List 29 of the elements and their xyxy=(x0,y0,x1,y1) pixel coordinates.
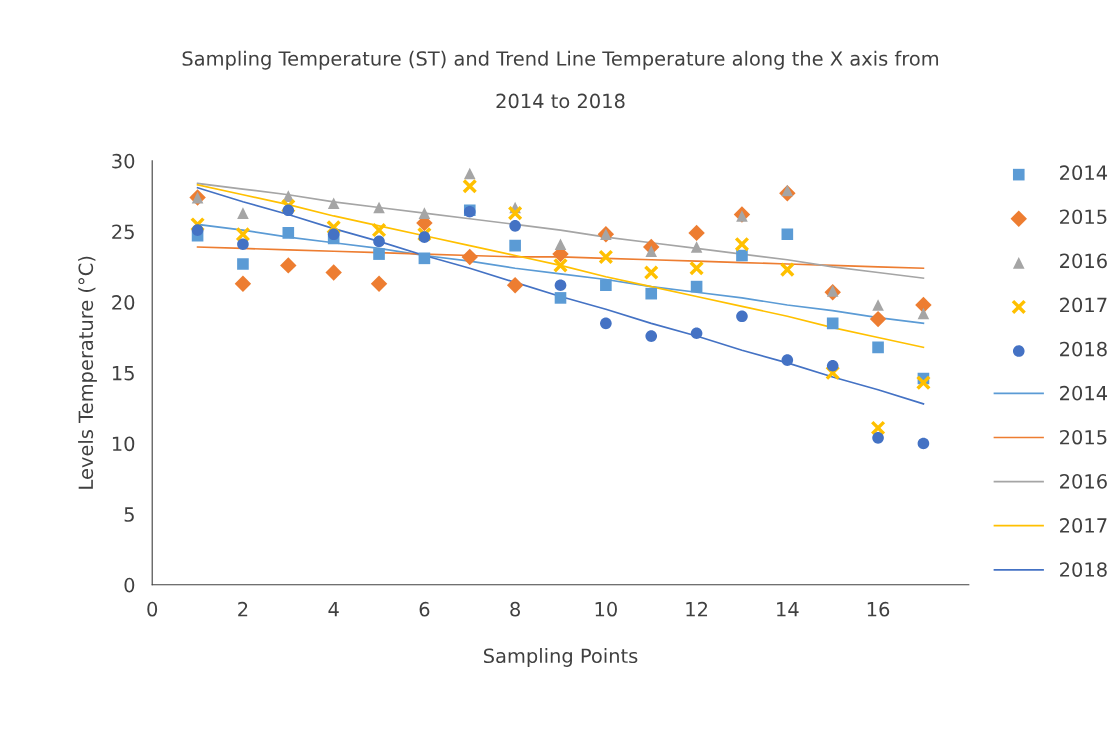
y-tick-label: 20 xyxy=(112,295,135,310)
legend-label: 2017 xyxy=(1060,518,1107,533)
legend-label: 2016 xyxy=(1060,473,1107,489)
legend-label: 2014 xyxy=(1060,165,1108,181)
chart-title: Sampling Temperature (ST) and Trend Line Temperature along the X axis from 2014 to 2018 xyxy=(182,50,939,109)
y-tick-label: 5 xyxy=(124,507,134,522)
legend-label: 2016 xyxy=(1060,253,1107,269)
y-tick-label: 25 xyxy=(112,224,134,240)
y-tick-label: 10 xyxy=(112,436,135,452)
x-tick-label: 14 xyxy=(777,602,799,617)
legend-label: 2018 xyxy=(1060,341,1107,357)
legend-label: 2015 xyxy=(1060,429,1107,445)
x-tick-label: 12 xyxy=(686,601,708,617)
x-axis-title: Sampling Points xyxy=(483,648,638,667)
y-tick-label: 30 xyxy=(112,153,135,169)
y-tick-label: 0 xyxy=(124,577,135,593)
y-tick-label: 15 xyxy=(112,366,134,381)
x-tick-label: 6 xyxy=(419,601,430,617)
y-axis-title: Levels Temperature (°C) xyxy=(78,256,97,489)
x-tick-label: 10 xyxy=(595,601,617,617)
x-tick-label: 2 xyxy=(238,601,248,617)
legend-label: 2015 xyxy=(1060,209,1107,225)
x-tick-label: 4 xyxy=(328,602,339,617)
x-tick-label: 0 xyxy=(147,601,158,617)
x-tick-label: 8 xyxy=(510,601,520,617)
legend-label: 2014 xyxy=(1060,385,1108,401)
legend-label: 2018 xyxy=(1060,562,1107,577)
x-tick-label: 16 xyxy=(867,601,890,617)
legend-label: 2017 xyxy=(1060,297,1107,313)
